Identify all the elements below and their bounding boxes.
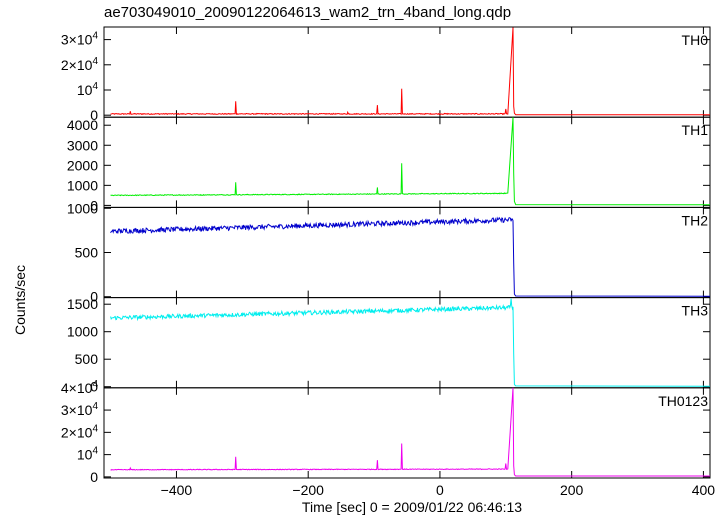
y-tick-label-th0123: 4×104	[61, 379, 99, 396]
y-tick-label-th1: 0	[90, 197, 98, 213]
x-tick-label: −200	[292, 482, 324, 498]
series-line-th1	[110, 117, 711, 206]
y-tick-label-th0: 104	[77, 81, 99, 98]
y-tick-label-th1: 4000	[67, 117, 98, 133]
y-tick-label-th0: 3×104	[61, 31, 99, 48]
panel-frame-th2	[103, 206, 711, 299]
x-axis-label: Time [sec] 0 = 2009/01/22 06:46:13	[301, 499, 523, 515]
series-line-th3	[110, 298, 711, 387]
x-tick-label: 200	[560, 482, 584, 498]
y-tick-label-th2: 500	[75, 245, 99, 261]
x-tick-label: −400	[161, 482, 193, 498]
y-tick-label-th3: 500	[75, 351, 99, 367]
y-tick-label-th3: 0	[90, 379, 98, 395]
series-label-th3: TH3	[682, 303, 709, 319]
series-line-th0	[110, 27, 710, 116]
y-tick-label-th0123: 3×104	[61, 401, 99, 418]
y-tick-label-th0123: 2×104	[61, 423, 99, 440]
panel-frame-th0	[103, 26, 711, 118]
y-tick-label-th0123: 104	[77, 446, 99, 463]
series-label-th1: TH1	[682, 122, 709, 138]
panel-frame-th0123	[103, 387, 711, 479]
series-label-th0: TH0	[682, 32, 709, 48]
y-tick-label-th0: 2×104	[61, 56, 99, 73]
y-tick-label-th1: 1000	[67, 177, 98, 193]
series-line-th2	[110, 216, 711, 297]
y-tick-label-th2: 0	[90, 289, 98, 305]
y-tick-label-th2: 1000	[67, 200, 98, 216]
series-label-th0123: TH0123	[658, 393, 708, 409]
y-tick-label-th3: 1000	[67, 324, 98, 340]
chart-title: ae703049010_20090122064613_wam2_trn_4ban…	[104, 4, 512, 21]
y-tick-label-th1: 3000	[67, 137, 98, 153]
x-tick-label: 0	[436, 482, 444, 498]
y-tick-label-th0: 0	[90, 107, 98, 123]
x-tick-label: 400	[692, 482, 716, 498]
series-label-th2: TH2	[682, 212, 709, 228]
y-tick-label-th0123: 0	[90, 469, 98, 485]
y-tick-label-th1: 2000	[67, 157, 98, 173]
series-line-th0123	[110, 387, 710, 477]
y-tick-label-th3: 1500	[67, 296, 98, 312]
